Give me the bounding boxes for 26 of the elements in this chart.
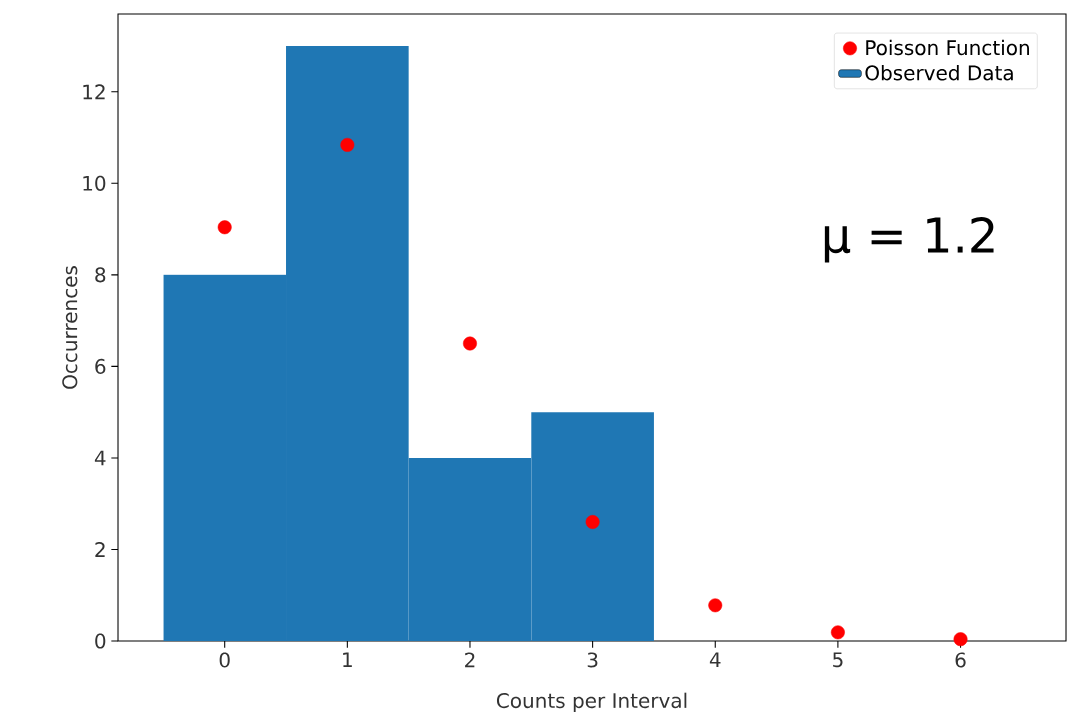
point xyxy=(217,220,232,235)
y-tick-label: 6 xyxy=(95,358,106,374)
x-tick-label: 3 xyxy=(587,652,598,668)
y-tick-label: 10 xyxy=(83,175,106,191)
legend-label: Poisson Function xyxy=(866,39,1029,56)
x-tick-label: 5 xyxy=(833,652,843,668)
point xyxy=(708,598,723,613)
x-tick-label: 2 xyxy=(465,652,475,668)
x-tick-label: 0 xyxy=(219,652,230,668)
y-tick-label: 0 xyxy=(95,633,106,649)
annotation: μ = 1.2 xyxy=(824,216,994,263)
x-tick-label: 4 xyxy=(709,652,721,667)
y-tick-label: 8 xyxy=(95,267,106,283)
point xyxy=(340,137,355,152)
x-tick-label: 1 xyxy=(343,652,352,667)
y-tick-label: 4 xyxy=(94,450,106,466)
point xyxy=(463,336,477,351)
point xyxy=(585,515,600,529)
point xyxy=(830,625,845,640)
legend-label: Observed Data xyxy=(865,64,1013,81)
y-axis-title: Occurrences xyxy=(62,266,78,389)
y-tick-label: 2 xyxy=(95,542,105,557)
point xyxy=(953,632,968,647)
x-tick-label: 6 xyxy=(955,652,966,668)
y-tick-label: 12 xyxy=(83,84,105,100)
x-axis-title: Counts per Interval xyxy=(496,692,687,713)
